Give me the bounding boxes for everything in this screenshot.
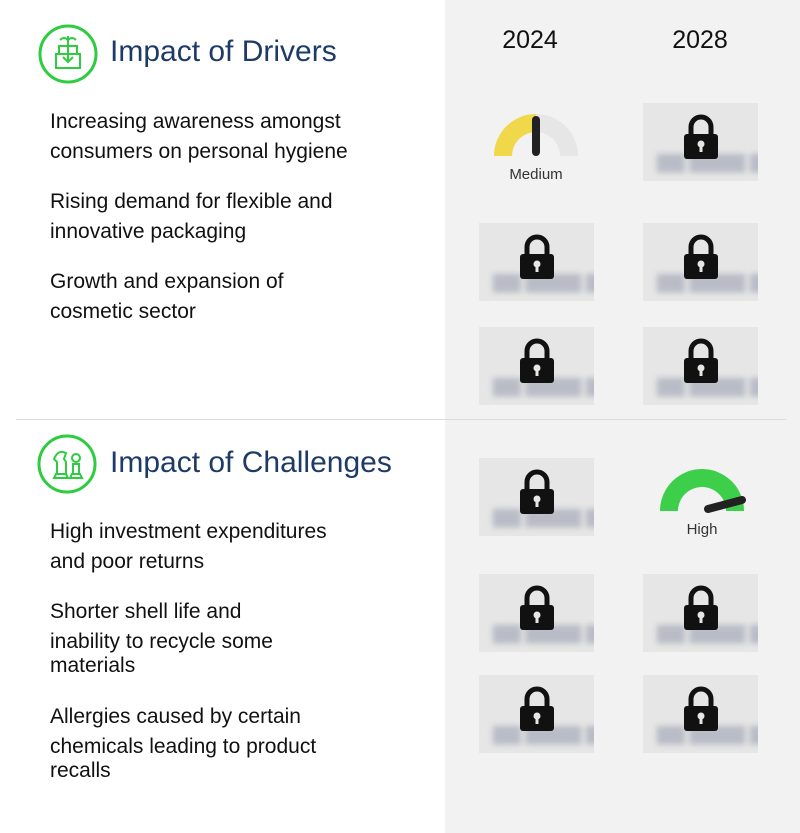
challenges-title: Impact of Challenges [110,446,392,479]
blurred-text: ▇▇ ▇▇▇▇ ▇ [493,376,594,396]
blurred-text: ▇▇ ▇▇▇▇ ▇ [493,724,594,744]
challenge-item: Allergies caused by certain chemicals lea… [50,705,317,782]
blurred-text: ▇▇ ▇▇▇▇ ▇ [657,724,758,744]
section-divider [16,419,786,420]
blurred-text: ▇▇ ▇▇▇▇ ▇ [657,376,758,396]
driver-item: Increasing awareness amongst consumers on… [50,110,348,163]
driver-item: Growth and expansion of cosmetic sector [50,270,284,323]
gauge-medium: Medium [486,108,586,198]
gauge-high-label: High [686,521,718,538]
challenge-item: Shorter shell life and inability to recyc… [50,600,273,677]
chess-pieces-icon [37,434,97,494]
driver-item: Rising demand for flexible and innovative… [50,190,333,243]
blurred-text: ▇▇ ▇▇▇▇ ▇ [657,623,758,643]
blurred-text: ▇▇ ▇▇▇▇ ▇ [657,152,758,172]
blurred-text: ▇▇ ▇▇▇▇ ▇ [493,623,594,643]
locked-tile[interactable]: ▇▇ ▇▇▇▇ ▇ [643,675,758,753]
gauge-high: High [652,463,752,553]
growth-box-icon [38,24,98,84]
locked-tile[interactable]: ▇▇ ▇▇▇▇ ▇ [643,327,758,405]
year-2024-header: 2024 [502,26,558,54]
locked-tile[interactable]: ▇▇ ▇▇▇▇ ▇ [479,458,594,536]
locked-tile[interactable]: ▇▇ ▇▇▇▇ ▇ [479,574,594,652]
blurred-text: ▇▇ ▇▇▇▇ ▇ [493,272,594,292]
locked-tile[interactable]: ▇▇ ▇▇▇▇ ▇ [643,103,758,181]
locked-tile[interactable]: ▇▇ ▇▇▇▇ ▇ [643,574,758,652]
locked-tile[interactable]: ▇▇ ▇▇▇▇ ▇ [479,675,594,753]
challenge-item: High investment expenditures and poor ret… [50,520,327,573]
drivers-title: Impact of Drivers [110,35,337,68]
locked-tile[interactable]: ▇▇ ▇▇▇▇ ▇ [643,223,758,301]
gauge-medium-label: Medium [509,166,563,183]
blurred-text: ▇▇ ▇▇▇▇ ▇ [493,507,594,527]
blurred-text: ▇▇ ▇▇▇▇ ▇ [657,272,758,292]
year-2028-header: 2028 [672,26,728,54]
locked-tile[interactable]: ▇▇ ▇▇▇▇ ▇ [479,223,594,301]
locked-tile[interactable]: ▇▇ ▇▇▇▇ ▇ [479,327,594,405]
